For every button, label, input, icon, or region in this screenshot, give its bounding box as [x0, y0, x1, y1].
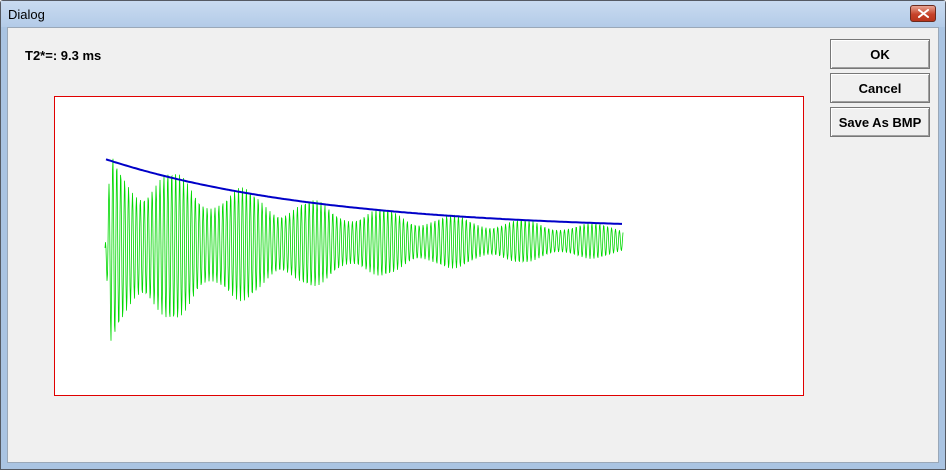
decay-plot — [54, 96, 804, 396]
close-icon — [918, 9, 929, 18]
ok-button[interactable]: OK — [830, 39, 930, 69]
t2-result-label: T2*=: 9.3 ms — [25, 48, 102, 63]
close-button[interactable] — [910, 5, 936, 22]
window-title: Dialog — [8, 7, 45, 22]
save-as-bmp-button[interactable]: Save As BMP — [830, 107, 930, 137]
dialog-client-area: T2*=: 9.3 ms OK Cancel Save As BMP — [7, 27, 939, 463]
decay-chart-svg — [104, 158, 624, 341]
title-bar[interactable]: Dialog — [1, 1, 945, 27]
signal-series-line — [104, 158, 624, 341]
fit-curve-line — [105, 158, 622, 225]
cancel-button[interactable]: Cancel — [830, 73, 930, 103]
